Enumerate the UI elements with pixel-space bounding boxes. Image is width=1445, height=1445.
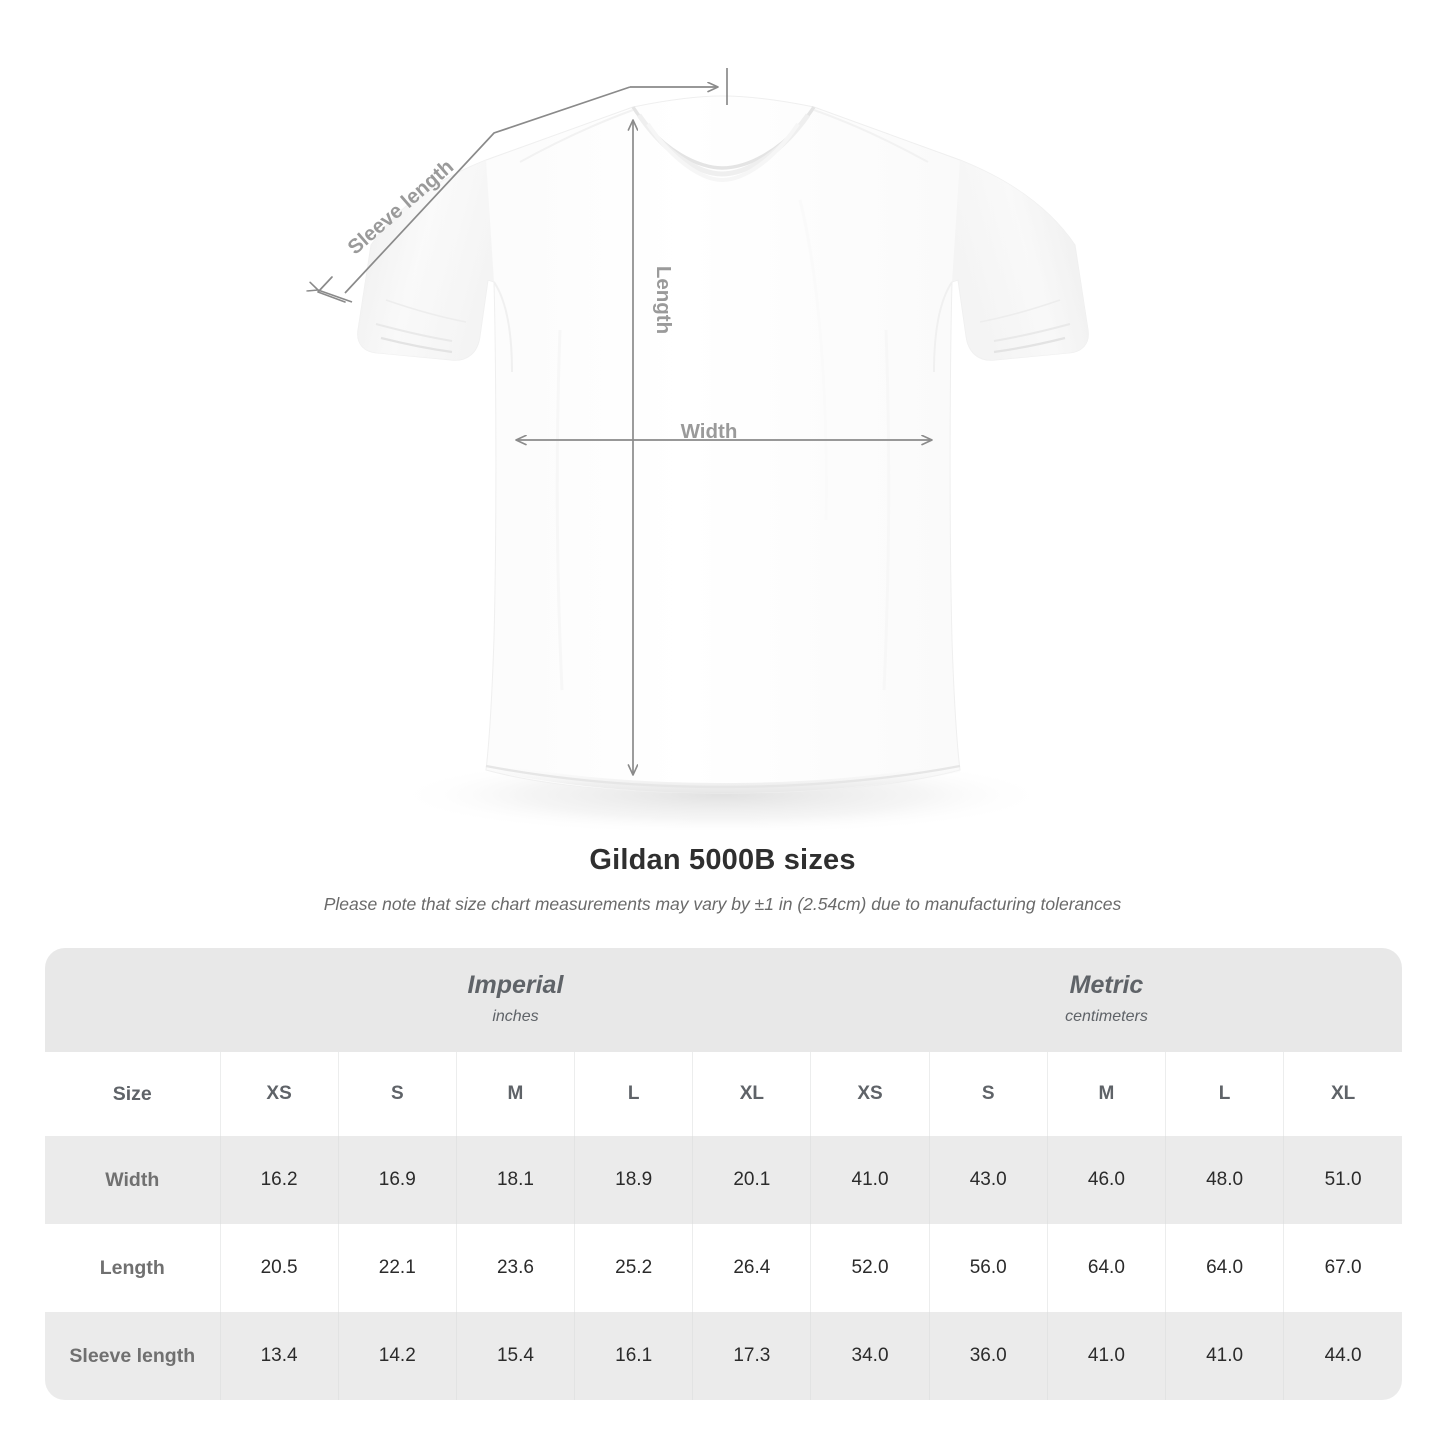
cell-width-imperial-m: 18.1	[455, 1136, 576, 1224]
cell-sleeve-imperial-xl: 17.3	[692, 1312, 812, 1400]
metric-system-label: Metric	[1069, 971, 1144, 999]
cell-sleeve-metric-xl: 44.0	[1283, 1312, 1402, 1400]
row-label-width: Width	[45, 1136, 221, 1224]
tolerance-note: Please note that size chart measurements…	[323, 894, 1122, 914]
shoulder-pointer	[630, 68, 728, 105]
cell-sleeve-metric-s: 36.0	[928, 1312, 1048, 1400]
table-row: Length 20.5 22.1 23.6 25.2 26.4 52.0 56.…	[45, 1224, 1402, 1312]
cell-length-metric-m: 64.0	[1046, 1224, 1167, 1312]
imperial-unit-label: inches	[492, 1008, 539, 1025]
group-header-spacer	[45, 948, 220, 1052]
chart-caption: Gildan 5000B sizes Please note that size…	[0, 840, 1445, 916]
row-label-sleeve-length: Sleeve length	[45, 1312, 221, 1400]
table-row: Width 16.2 16.9 18.1 18.9 20.1 41.0 43.0…	[45, 1136, 1402, 1224]
size-header-imperial-xs: XS	[219, 1052, 339, 1136]
size-header-metric-s: S	[928, 1052, 1048, 1136]
cell-sleeve-metric-xs: 34.0	[810, 1312, 930, 1400]
group-header-imperial: Imperial inches	[220, 948, 811, 1052]
table-row-sizes: Size XS S M L XL XS S M L XL	[45, 1052, 1402, 1136]
cell-width-imperial-s: 16.9	[337, 1136, 457, 1224]
group-header-metric: Metric centimeters	[810, 948, 1402, 1052]
cell-length-imperial-l: 25.2	[574, 1224, 694, 1312]
cell-width-imperial-xs: 16.2	[219, 1136, 339, 1224]
length-label: Length	[652, 266, 675, 334]
size-header-metric-m: M	[1046, 1052, 1167, 1136]
cell-width-metric-l: 48.0	[1165, 1136, 1285, 1224]
imperial-system-label: Imperial	[467, 971, 564, 999]
cell-length-imperial-xl: 26.4	[692, 1224, 812, 1312]
cell-width-imperial-l: 18.9	[574, 1136, 694, 1224]
cell-width-metric-xs: 41.0	[810, 1136, 930, 1224]
cell-length-imperial-m: 23.6	[455, 1224, 576, 1312]
size-header-imperial-xl: XL	[692, 1052, 812, 1136]
unit-group-header-row: Imperial inches Metric centimeters	[45, 948, 1402, 1052]
size-chart-table: Imperial inches Metric centimeters Size …	[45, 948, 1402, 1400]
cell-sleeve-metric-l: 41.0	[1165, 1312, 1285, 1400]
cell-width-metric-s: 43.0	[928, 1136, 1048, 1224]
size-header-imperial-m: M	[455, 1052, 576, 1136]
tshirt-diagram: Sleeve length Length Width	[0, 68, 1089, 830]
row-label-size: Size	[45, 1052, 221, 1136]
cell-sleeve-imperial-xs: 13.4	[219, 1312, 339, 1400]
cell-length-metric-s: 56.0	[928, 1224, 1048, 1312]
cell-width-imperial-xl: 20.1	[692, 1136, 812, 1224]
metric-unit-label: centimeters	[1065, 1008, 1148, 1025]
cell-sleeve-imperial-s: 14.2	[337, 1312, 457, 1400]
cell-sleeve-imperial-m: 15.4	[455, 1312, 576, 1400]
size-header-metric-xl: XL	[1283, 1052, 1402, 1136]
cell-sleeve-imperial-l: 16.1	[574, 1312, 694, 1400]
cell-length-metric-l: 64.0	[1165, 1224, 1285, 1312]
cell-length-metric-xl: 67.0	[1283, 1224, 1402, 1312]
size-chart-table-container: Imperial inches Metric centimeters Size …	[45, 948, 1402, 1400]
cell-width-metric-m: 46.0	[1046, 1136, 1167, 1224]
page-title: Gildan 5000B sizes	[589, 844, 856, 876]
cell-width-metric-xl: 51.0	[1283, 1136, 1402, 1224]
size-header-metric-l: L	[1165, 1052, 1285, 1136]
size-header-imperial-l: L	[574, 1052, 694, 1136]
width-label: Width	[681, 420, 738, 443]
tshirt-illustration: Sleeve length Length Width	[0, 68, 1089, 830]
cell-length-imperial-xs: 20.5	[219, 1224, 339, 1312]
cell-length-metric-xs: 52.0	[810, 1224, 930, 1312]
sleeve-length-arrow	[318, 86, 631, 303]
cell-length-imperial-s: 22.1	[337, 1224, 457, 1312]
size-header-metric-xs: XS	[810, 1052, 930, 1136]
table-row: Sleeve length 13.4 14.2 15.4 16.1 17.3 3…	[45, 1312, 1402, 1400]
shirt-silhouette	[357, 95, 1089, 794]
row-label-length: Length	[45, 1224, 221, 1312]
size-header-imperial-s: S	[337, 1052, 457, 1136]
cell-sleeve-metric-m: 41.0	[1046, 1312, 1167, 1400]
